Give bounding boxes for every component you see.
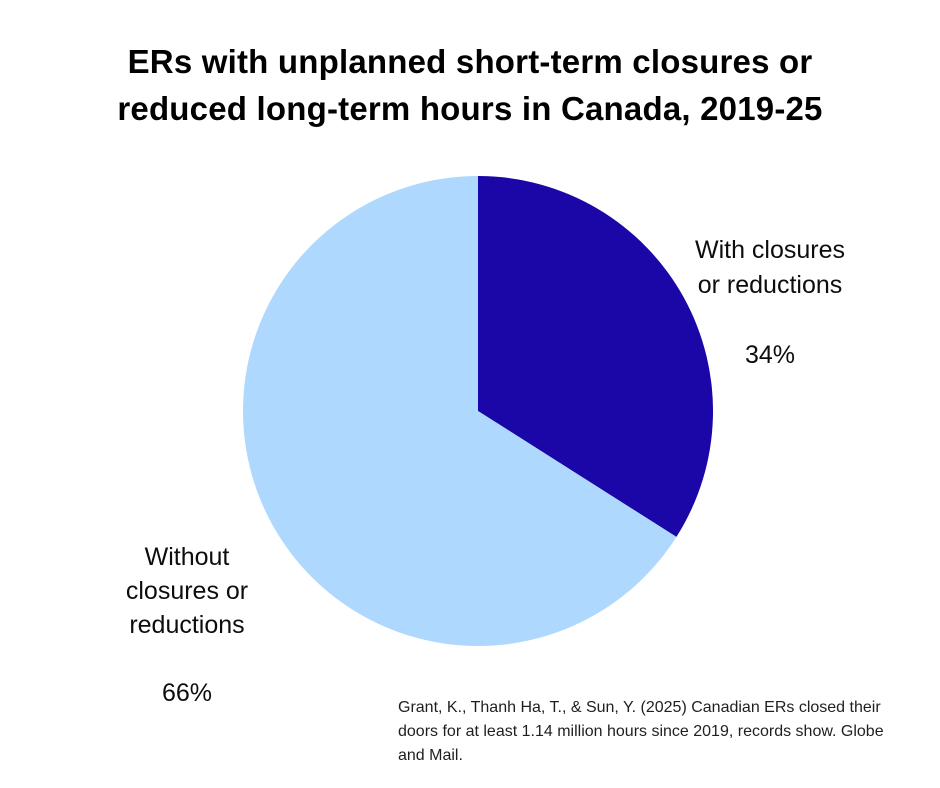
slice-label-text: With closures or reductions xyxy=(694,236,846,299)
pie-svg xyxy=(243,176,713,646)
slice-label-with-closures: With closures or reductions 34% xyxy=(645,198,895,408)
slice-label-without-closures: Without closures or reductions 66% xyxy=(77,506,297,744)
slice-label-text: Without closures or reductions xyxy=(125,543,249,639)
slice-pct-value: 34% xyxy=(744,341,796,369)
slice-pct-value: 66% xyxy=(161,679,213,707)
pie-chart xyxy=(243,176,713,646)
pie-slice-1 xyxy=(243,176,677,646)
source-citation: Grant, K., Thanh Ha, T., & Sun, Y. (2025… xyxy=(398,699,884,764)
pie-slice-0 xyxy=(478,176,713,537)
chart-title: ERs with unplanned short-term closures o… xyxy=(117,43,823,127)
